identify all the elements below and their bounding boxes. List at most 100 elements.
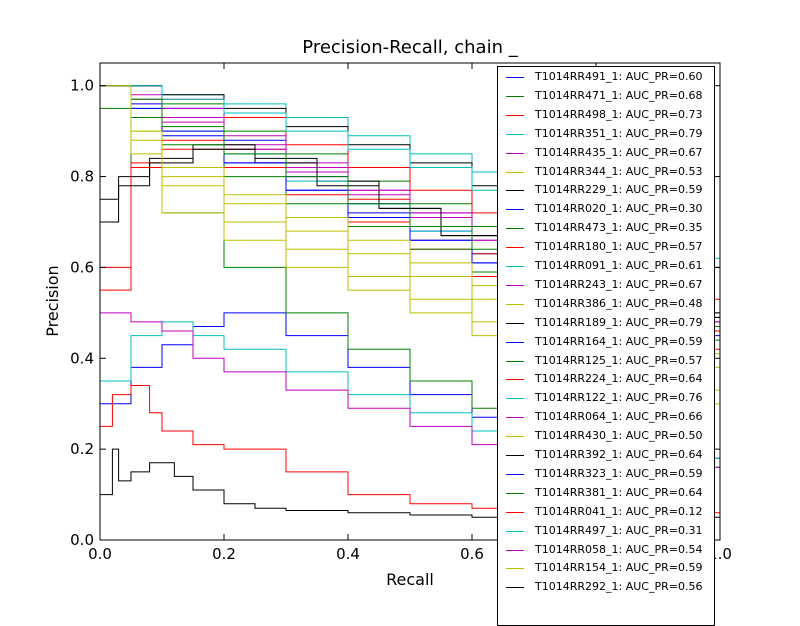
legend-label: T1014RR473_1: AUC_PR=0.35 (535, 221, 703, 235)
plot-frame (99, 62, 721, 541)
legend-label: T1014RR344_1: AUC_PR=0.53 (535, 164, 703, 178)
legend-entry: T1014RR381_1: AUC_PR=0.64 (498, 485, 714, 503)
legend-swatch (506, 284, 524, 286)
legend-swatch (506, 322, 524, 324)
legend-swatch (506, 530, 524, 532)
legend-swatch (506, 436, 524, 438)
legend-entry: T1014RR471_1: AUC_PR=0.68 (498, 88, 714, 106)
legend-label: T1014RR392_1: AUC_PR=0.64 (535, 448, 703, 461)
legend-label: T1014RR497_1: AUC_PR=0.31 (535, 523, 703, 537)
legend-swatch (506, 247, 524, 249)
legend-swatch (506, 568, 524, 570)
legend-label: T1014RR243_1: AUC_PR=0.67 (535, 277, 703, 291)
legend-entry: T1014RR125_1: AUC_PR=0.57 (498, 353, 714, 371)
legend-swatch (506, 473, 524, 475)
legend-swatch (506, 549, 524, 551)
legend-entry: T1014RR497_1: AUC_PR=0.31 (498, 523, 714, 541)
y-tick-label: 0.4 (70, 349, 94, 367)
legend-entry: T1014RR064_1: AUC_PR=0.66 (498, 409, 714, 427)
legend-entry: T1014RR392_1: AUC_PR=0.64 (498, 447, 714, 465)
legend-entry: T1014RR435_1: AUC_PR=0.67 (498, 145, 714, 163)
legend-label: T1014RR229_1: AUC_PR=0.59 (535, 183, 703, 197)
legend-swatch (506, 152, 524, 154)
legend-entry: T1014RR491_1: AUC_PR=0.60 (498, 69, 714, 87)
legend-label: T1014RR064_1: AUC_PR=0.66 (535, 410, 703, 424)
legend-swatch (506, 114, 524, 116)
legend: T1014RR491_1: AUC_PR=0.60 T1014RR471_1: A… (497, 66, 715, 626)
legend-entry: T1014RR058_1: AUC_PR=0.54 (498, 542, 714, 560)
legend-entry: T1014RR091_1: AUC_PR=0.61 (498, 258, 714, 276)
legend-swatch (506, 587, 524, 589)
legend-swatch (506, 95, 524, 97)
y-tick-label: 0.6 (70, 258, 94, 276)
legend-label: T1014RR164_1: AUC_PR=0.59 (535, 334, 703, 348)
legend-entry: T1014RR189_1: AUC_PR=0.79 (498, 315, 714, 333)
legend-swatch (506, 133, 524, 135)
legend-label: T1014RR323_1: AUC_PR=0.59 (535, 466, 703, 480)
legend-entry: T1014RR351_1: AUC_PR=0.79 (498, 126, 714, 144)
legend-swatch (506, 228, 524, 230)
legend-entry: T1014RR430_1: AUC_PR=0.50 (498, 428, 714, 446)
legend-entry: T1014RR154_1: AUC_PR=0.59 (498, 560, 714, 578)
legend-entry: T1014RR344_1: AUC_PR=0.53 (498, 164, 714, 182)
legend-label: T1014RR154_1: AUC_PR=0.59 (535, 561, 703, 575)
legend-swatch (506, 511, 524, 513)
legend-entry: T1014RR229_1: AUC_PR=0.59 (498, 182, 714, 200)
legend-entry: T1014RR041_1: AUC_PR=0.12 (498, 504, 714, 522)
y-axis-label: Precision (43, 265, 62, 336)
y-tick-label: 1.0 (70, 77, 94, 95)
legend-entry: T1014RR020_1: AUC_PR=0.30 (498, 201, 714, 219)
y-tick-label: 0.2 (70, 440, 94, 458)
legend-entry: T1014RR473_1: AUC_PR=0.35 (498, 220, 714, 238)
legend-label: T1014RR498_1: AUC_PR=0.73 (535, 107, 703, 121)
legend-entry: T1014RR292_1: AUC_PR=0.56 (498, 579, 714, 597)
legend-label: T1014RR091_1: AUC_PR=0.61 (535, 259, 703, 272)
legend-swatch (506, 455, 524, 456)
y-tick-label: 0.8 (70, 168, 94, 186)
legend-entry: T1014RR243_1: AUC_PR=0.67 (498, 277, 714, 295)
legend-label: T1014RR041_1: AUC_PR=0.12 (535, 504, 703, 518)
legend-swatch (506, 398, 524, 400)
legend-entry: T1014RR164_1: AUC_PR=0.59 (498, 334, 714, 352)
x-tick-label: 0.4 (336, 545, 360, 563)
x-axis-label: Recall (386, 570, 434, 589)
legend-swatch (506, 171, 524, 173)
x-tick-label: 0.2 (212, 545, 236, 563)
legend-label: T1014RR292_1: AUC_PR=0.56 (535, 580, 703, 594)
legend-swatch (506, 417, 524, 419)
chart-title: Precision-Recall, chain _ (302, 37, 518, 58)
legend-label: T1014RR224_1: AUC_PR=0.64 (535, 372, 703, 386)
legend-swatch (506, 190, 524, 192)
legend-swatch (506, 341, 524, 343)
legend-entry: T1014RR323_1: AUC_PR=0.59 (498, 466, 714, 484)
legend-label: T1014RR351_1: AUC_PR=0.79 (535, 126, 703, 140)
legend-label: T1014RR125_1: AUC_PR=0.57 (535, 353, 703, 367)
legend-label: T1014RR189_1: AUC_PR=0.79 (535, 315, 703, 329)
legend-swatch (506, 209, 524, 211)
y-tick-label: 0.0 (70, 531, 94, 549)
legend-entry: T1014RR224_1: AUC_PR=0.64 (498, 371, 714, 389)
legend-entry: T1014RR386_1: AUC_PR=0.48 (498, 296, 714, 314)
legend-swatch (506, 492, 524, 494)
legend-entry: T1014RR498_1: AUC_PR=0.73 (498, 107, 714, 125)
legend-label: T1014RR491_1: AUC_PR=0.60 (535, 70, 703, 83)
legend-label: T1014RR122_1: AUC_PR=0.76 (535, 391, 703, 405)
legend-label: T1014RR020_1: AUC_PR=0.30 (535, 202, 703, 216)
legend-entry: T1014RR180_1: AUC_PR=0.57 (498, 239, 714, 257)
x-tick-label: 0.0 (88, 545, 112, 563)
legend-entry: T1014RR122_1: AUC_PR=0.76 (498, 390, 714, 408)
legend-swatch (506, 360, 524, 362)
legend-label: T1014RR180_1: AUC_PR=0.57 (535, 240, 703, 254)
legend-label: T1014RR381_1: AUC_PR=0.64 (535, 485, 703, 499)
legend-label: T1014RR430_1: AUC_PR=0.50 (535, 429, 703, 443)
legend-label: T1014RR435_1: AUC_PR=0.67 (535, 145, 703, 159)
legend-swatch (506, 77, 524, 78)
x-tick-label: 0.6 (460, 545, 484, 563)
legend-swatch (506, 303, 524, 305)
legend-swatch (506, 266, 524, 267)
legend-label: T1014RR471_1: AUC_PR=0.68 (535, 88, 703, 102)
series-line-27 (100, 448, 720, 518)
legend-label: T1014RR058_1: AUC_PR=0.54 (535, 542, 703, 556)
legend-swatch (506, 379, 524, 381)
legend-label: T1014RR386_1: AUC_PR=0.48 (535, 296, 703, 310)
